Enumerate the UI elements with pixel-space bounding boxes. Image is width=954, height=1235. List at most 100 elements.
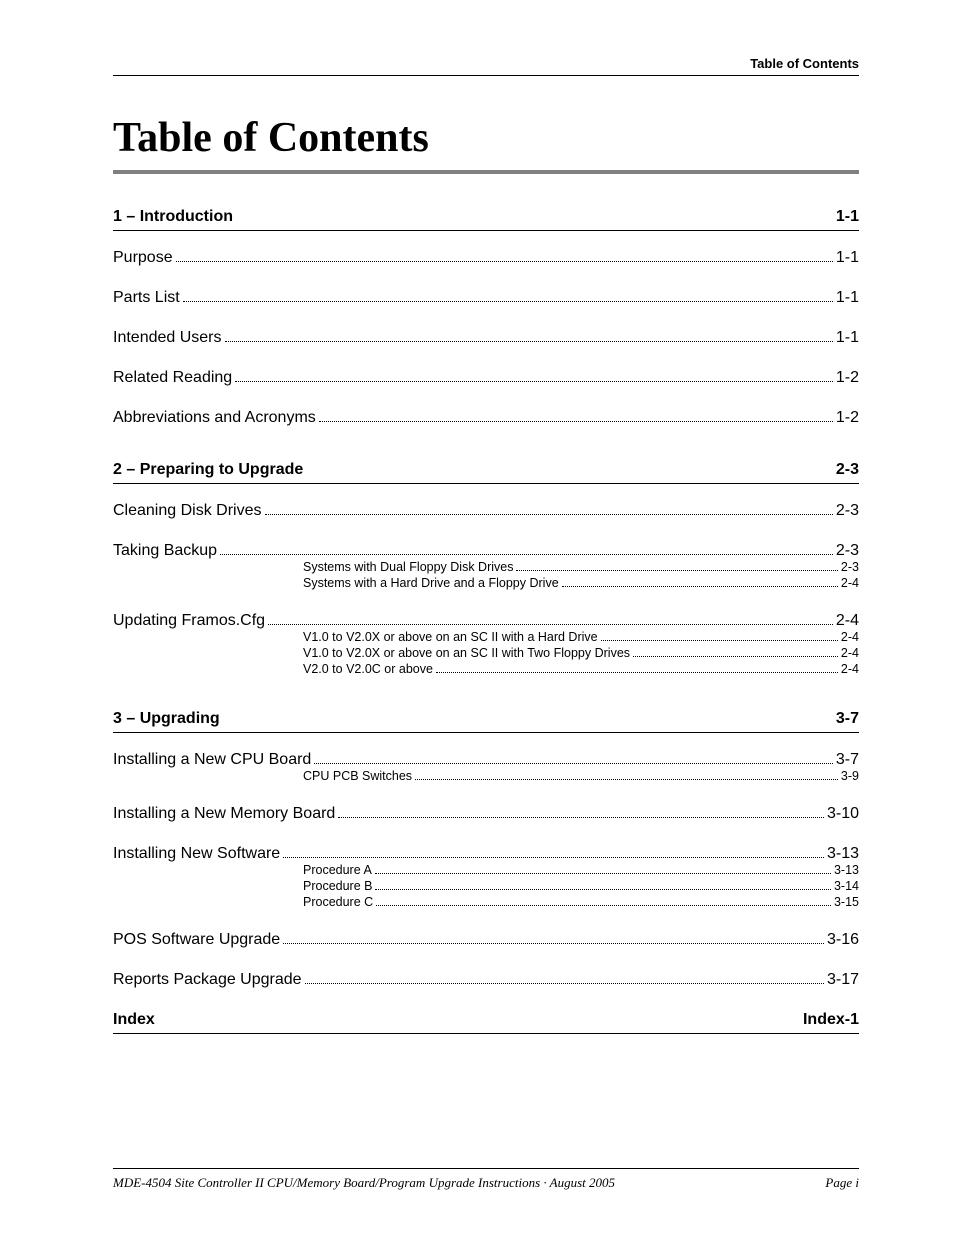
entry-label: Related Reading (113, 369, 232, 387)
entry-page: 3-7 (836, 751, 859, 769)
section-heading: 3 – Upgrading 3-7 (113, 710, 859, 733)
dot-leader (319, 410, 833, 422)
dot-leader (375, 864, 831, 874)
subentry-page: 2-4 (841, 630, 859, 644)
page: Table of Contents Table of Contents 1 – … (0, 0, 954, 1235)
subentry-page: 2-3 (841, 560, 859, 574)
dot-leader (176, 250, 833, 262)
toc-entry: Intended Users 1-1 (113, 329, 859, 347)
entry-page: 3-10 (827, 805, 859, 823)
entry-page: 3-13 (827, 845, 859, 863)
toc-subentry: Procedure A 3-13 (303, 863, 859, 877)
subentry-page: 3-15 (834, 895, 859, 909)
footer-left: MDE-4504 Site Controller II CPU/Memory B… (113, 1175, 615, 1191)
subentry-label: V1.0 to V2.0X or above on an SC II with … (303, 630, 598, 644)
dot-leader (220, 543, 833, 555)
running-head: Table of Contents (113, 56, 859, 76)
subentry-page: 3-14 (834, 879, 859, 893)
toc-subentry: V1.0 to V2.0X or above on an SC II with … (303, 646, 859, 660)
section-entries: Purpose 1-1 Parts List 1-1 Intended User… (113, 249, 859, 449)
page-title: Table of Contents (113, 114, 859, 162)
entry-page: 2-3 (836, 502, 859, 520)
entry-label: Installing New Software (113, 845, 280, 863)
section-page: 3-7 (836, 710, 859, 728)
entry-page: 1-1 (836, 329, 859, 347)
subentry-page: 2-4 (841, 646, 859, 660)
subentry-page: 2-4 (841, 662, 859, 676)
toc-entry: POS Software Upgrade 3-16 (113, 931, 859, 949)
dot-leader (516, 561, 837, 571)
dot-leader (283, 846, 824, 858)
dot-leader (601, 631, 838, 641)
subentry-label: Procedure A (303, 863, 372, 877)
toc-entry: Related Reading 1-2 (113, 369, 859, 387)
subentry-page: 3-13 (834, 863, 859, 877)
section-label: 2 – Preparing to Upgrade (113, 461, 303, 479)
sub-entries: V1.0 to V2.0X or above on an SC II with … (113, 630, 859, 676)
entry-label: POS Software Upgrade (113, 931, 280, 949)
subentry-label: Systems with a Hard Drive and a Floppy D… (303, 576, 559, 590)
section-page: Index-1 (803, 1011, 859, 1029)
toc-entry: Taking Backup 2-3 (113, 542, 859, 560)
subentry-page: 2-4 (841, 576, 859, 590)
toc-subentry: Systems with a Hard Drive and a Floppy D… (303, 576, 859, 590)
entry-label: Intended Users (113, 329, 222, 347)
entry-page: 1-1 (836, 249, 859, 267)
dot-leader (305, 972, 824, 984)
toc-entry: Reports Package Upgrade 3-17 (113, 971, 859, 989)
entry-page: 2-3 (836, 542, 859, 560)
entry-label: Abbreviations and Acronyms (113, 409, 316, 427)
subentry-label: Procedure C (303, 895, 373, 909)
dot-leader (235, 370, 833, 382)
dot-leader (376, 896, 831, 906)
dot-leader (375, 880, 830, 890)
entry-label: Purpose (113, 249, 173, 267)
section-page: 1-1 (836, 208, 859, 226)
title-rule (113, 170, 859, 174)
toc-entry: Installing New Software 3-13 (113, 845, 859, 863)
section-label: 1 – Introduction (113, 208, 233, 226)
entry-label: Reports Package Upgrade (113, 971, 302, 989)
section-label: Index (113, 1011, 155, 1029)
entry-page: 1-1 (836, 289, 859, 307)
dot-leader (268, 613, 833, 625)
sub-entries: Procedure A 3-13 Procedure B 3-14 Proced… (113, 863, 859, 909)
dot-leader (338, 806, 824, 818)
entry-label: Cleaning Disk Drives (113, 502, 262, 520)
toc-subentry: Systems with Dual Floppy Disk Drives 2-3 (303, 560, 859, 574)
entry-page: 3-17 (827, 971, 859, 989)
toc-entry: Cleaning Disk Drives 2-3 (113, 502, 859, 520)
toc-entry: Purpose 1-1 (113, 249, 859, 267)
dot-leader (436, 663, 838, 673)
toc-subentry: Procedure B 3-14 (303, 879, 859, 893)
subentry-label: V1.0 to V2.0X or above on an SC II with … (303, 646, 630, 660)
entry-label: Installing a New CPU Board (113, 751, 311, 769)
toc-subentry: CPU PCB Switches 3-9 (303, 769, 859, 783)
toc-subentry: V2.0 to V2.0C or above 2-4 (303, 662, 859, 676)
page-footer: MDE-4504 Site Controller II CPU/Memory B… (113, 1168, 859, 1191)
section-heading: Index Index-1 (113, 1011, 859, 1034)
dot-leader (562, 577, 838, 587)
toc-entry: Abbreviations and Acronyms 1-2 (113, 409, 859, 427)
entry-page: 1-2 (836, 409, 859, 427)
subentry-label: CPU PCB Switches (303, 769, 412, 783)
subentry-page: 3-9 (841, 769, 859, 783)
sub-entries: Systems with Dual Floppy Disk Drives 2-3… (113, 560, 859, 590)
footer-right: Page i (825, 1175, 859, 1191)
toc-entry: Installing a New Memory Board 3-10 (113, 805, 859, 823)
toc-subentry: V1.0 to V2.0X or above on an SC II with … (303, 630, 859, 644)
dot-leader (183, 290, 833, 302)
dot-leader (415, 770, 838, 780)
entry-label: Updating Framos.Cfg (113, 612, 265, 630)
dot-leader (314, 752, 833, 764)
entry-page: 2-4 (836, 612, 859, 630)
dot-leader (283, 932, 824, 944)
dot-leader (265, 503, 833, 515)
toc-entry: Parts List 1-1 (113, 289, 859, 307)
dot-leader (225, 330, 833, 342)
toc-entry: Installing a New CPU Board 3-7 (113, 751, 859, 769)
toc-subentry: Procedure C 3-15 (303, 895, 859, 909)
entry-page: 1-2 (836, 369, 859, 387)
dot-leader (633, 647, 838, 657)
section-entries: Installing a New CPU Board 3-7 CPU PCB S… (113, 751, 859, 1011)
